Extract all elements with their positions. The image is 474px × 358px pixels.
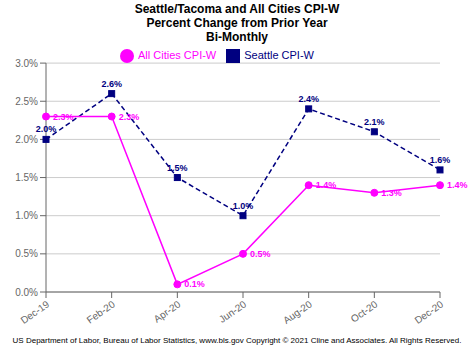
svg-text:2.6%: 2.6% [101, 79, 122, 89]
svg-text:2.3%: 2.3% [53, 112, 74, 122]
html-text:All Cities CPI-W: All Cities CPI-W [138, 49, 217, 61]
svg-text:Dec-20: Dec-20 [412, 298, 445, 326]
svg-text:0.5%: 0.5% [15, 248, 38, 259]
html-text:Seattle CPI-W: Seattle CPI-W [244, 49, 314, 61]
svg-text:Aug-20: Aug-20 [281, 298, 314, 326]
svg-text:0.1%: 0.1% [184, 279, 205, 289]
html-text:Seattle/Tacoma and All Cities: Seattle/Tacoma and All Cities CPI-W Perc… [134, 2, 340, 44]
svg-text:3.0%: 3.0% [15, 58, 38, 69]
svg-text:0.5%: 0.5% [250, 249, 271, 259]
svg-text:Oct-20: Oct-20 [349, 298, 380, 324]
svg-text:2.5%: 2.5% [15, 96, 38, 107]
html-text:US Department of Labor, Bureau: US Department of Labor, Bureau of Labor … [12, 336, 462, 345]
svg-text:2.0%: 2.0% [15, 134, 38, 145]
svg-text:Dec-19: Dec-19 [18, 298, 51, 326]
svg-text:1.0%: 1.0% [15, 210, 38, 221]
svg-text:1.0%: 1.0% [233, 201, 254, 211]
svg-text:1.5%: 1.5% [167, 163, 188, 173]
svg-text:2.1%: 2.1% [364, 117, 385, 127]
svg-text:Feb-20: Feb-20 [85, 298, 118, 325]
svg-text:Jun-20: Jun-20 [217, 298, 249, 325]
svg-text:0.0%: 0.0% [15, 287, 38, 298]
svg-text:1.3%: 1.3% [381, 188, 402, 198]
svg-text:Apr-20: Apr-20 [152, 298, 183, 324]
svg-text:2.4%: 2.4% [298, 94, 319, 104]
svg-text:2.3%: 2.3% [119, 112, 140, 122]
svg-text:2.0%: 2.0% [36, 124, 57, 134]
svg-text:1.4%: 1.4% [447, 180, 468, 190]
svg-text:1.6%: 1.6% [430, 155, 451, 165]
svg-text:1.5%: 1.5% [15, 172, 38, 183]
svg-text:1.4%: 1.4% [316, 180, 337, 190]
